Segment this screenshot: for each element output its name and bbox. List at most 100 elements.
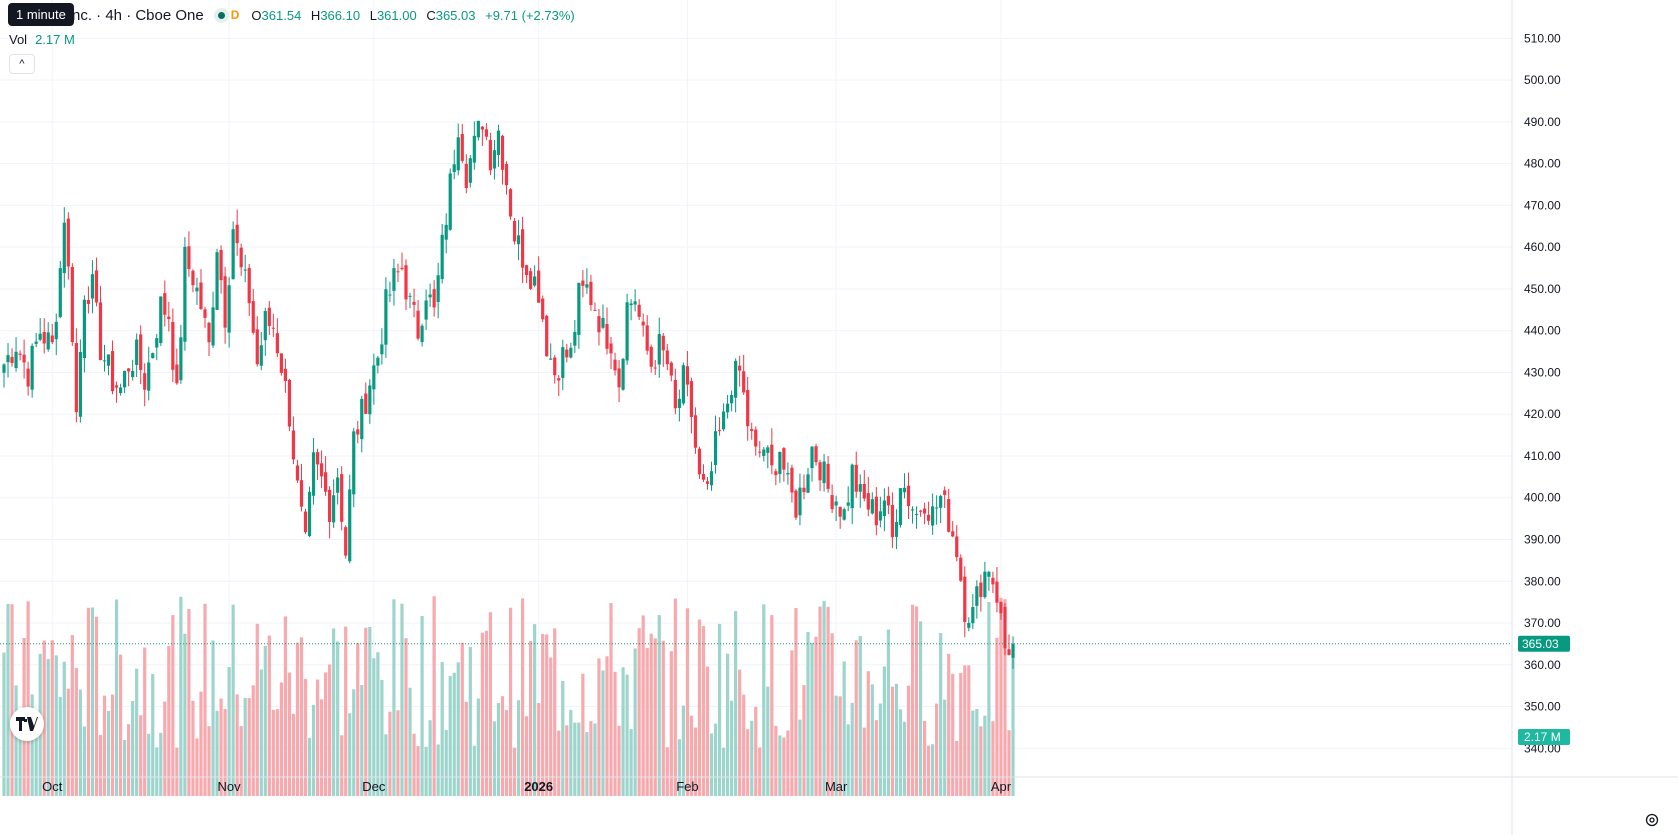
- candle-body: [987, 571, 991, 577]
- volume-bar: [444, 729, 448, 796]
- volume-bar: [10, 604, 14, 796]
- candle-body: [151, 353, 155, 359]
- candle-body: [227, 285, 231, 333]
- candle-body: [195, 287, 199, 292]
- ohlc-values: O361.54 H366.10 L361.00 C365.03 +9.71 (+…: [251, 8, 580, 23]
- candle-body: [726, 403, 730, 413]
- candle-body: [496, 130, 501, 155]
- candle-body: [609, 343, 613, 354]
- volume-bar: [207, 726, 211, 796]
- candle-body: [589, 281, 593, 306]
- candle-body: [693, 415, 698, 448]
- volume-bar: [58, 696, 62, 796]
- volume-bar: [448, 675, 452, 796]
- candle-body: [677, 398, 681, 408]
- candle-body: [66, 218, 70, 267]
- candle-body: [131, 370, 135, 378]
- candle-body: [404, 265, 408, 300]
- candle-body: [143, 373, 147, 390]
- y-tick-label: 380.00: [1524, 574, 1561, 588]
- volume-bar: [139, 715, 143, 796]
- candle-body: [709, 471, 714, 486]
- candle-body: [163, 293, 167, 315]
- volume-bar: [1011, 645, 1015, 796]
- gear-icon[interactable]: [1644, 812, 1660, 828]
- candle-body: [593, 309, 597, 311]
- volume-bar: [794, 608, 798, 796]
- volume-bar: [846, 724, 850, 796]
- candle-body: [605, 323, 609, 349]
- candle-body: [1007, 649, 1011, 655]
- volume-bar: [380, 679, 384, 796]
- volume-bar: [396, 710, 400, 796]
- volume-bar: [669, 651, 673, 796]
- candle-body: [247, 267, 251, 304]
- y-tick-label: 360.00: [1524, 658, 1561, 672]
- candle-body: [251, 301, 255, 333]
- candle-body: [754, 429, 758, 447]
- volume-bar: [681, 705, 685, 796]
- volume-bar: [267, 635, 271, 796]
- candle-body: [94, 270, 99, 303]
- candle-body: [657, 334, 661, 365]
- candle-body: [74, 343, 78, 413]
- legend-header: nc. · 4h · Cboe One D O361.54 H366.10 L3…: [0, 0, 581, 30]
- candle-body: [842, 509, 846, 520]
- volume-bar: [183, 633, 187, 796]
- candle-body: [689, 381, 694, 418]
- volume-bar: [110, 694, 115, 796]
- collapse-legend-button[interactable]: ^: [9, 54, 35, 74]
- volume-bar: [195, 738, 199, 796]
- open-label: O: [251, 7, 262, 23]
- volume-bar: [906, 685, 911, 796]
- candle-body: [191, 270, 195, 286]
- candle-body: [468, 158, 472, 183]
- candle-body: [818, 462, 822, 481]
- volume-bar: [902, 721, 907, 796]
- candle-body: [561, 347, 565, 378]
- volume-bar: [98, 734, 103, 796]
- tradingview-logo-icon[interactable]: [10, 707, 44, 741]
- volume-bar: [440, 662, 444, 796]
- volume-bar: [754, 706, 758, 796]
- volume-bar: [613, 671, 617, 796]
- volume-bar: [609, 603, 613, 796]
- volume-bar: [203, 603, 207, 796]
- volume-bar: [721, 747, 726, 796]
- volume-bar: [959, 673, 963, 796]
- volume-bar: [870, 684, 874, 796]
- candle-body: [553, 357, 557, 376]
- candle-body: [991, 577, 995, 585]
- candle-body: [661, 335, 665, 351]
- candle-body: [665, 350, 669, 365]
- candle-body: [187, 246, 191, 270]
- volume-bar: [504, 710, 509, 796]
- low-value: 361.00: [376, 7, 417, 23]
- candle-body: [380, 344, 384, 355]
- candle-body: [428, 294, 432, 298]
- candle-body: [199, 282, 203, 309]
- candle-body: [537, 270, 541, 303]
- symbol-title[interactable]: nc. · 4h · Cboe One: [72, 6, 204, 24]
- candle-body: [894, 522, 899, 537]
- x-tick-label: Nov: [218, 779, 242, 794]
- volume-bar: [874, 720, 878, 796]
- candle-body: [2, 364, 6, 373]
- interval-tooltip: 1 minute: [8, 3, 74, 26]
- volume-bar: [625, 674, 629, 796]
- candle-body: [147, 362, 151, 391]
- candle-body: [340, 474, 344, 522]
- volume-bar: [42, 640, 46, 796]
- volume-bar: [693, 727, 698, 796]
- candle-body: [730, 394, 734, 404]
- y-tick-label: 400.00: [1524, 491, 1561, 505]
- volume-bar: [82, 726, 86, 796]
- candle-body: [882, 500, 886, 517]
- candle-body: [902, 487, 907, 493]
- candle-body: [480, 126, 484, 130]
- candle-body: [577, 282, 581, 335]
- volume-bar: [882, 666, 886, 796]
- volume-bar: [790, 650, 794, 796]
- volume-bar: [770, 615, 774, 796]
